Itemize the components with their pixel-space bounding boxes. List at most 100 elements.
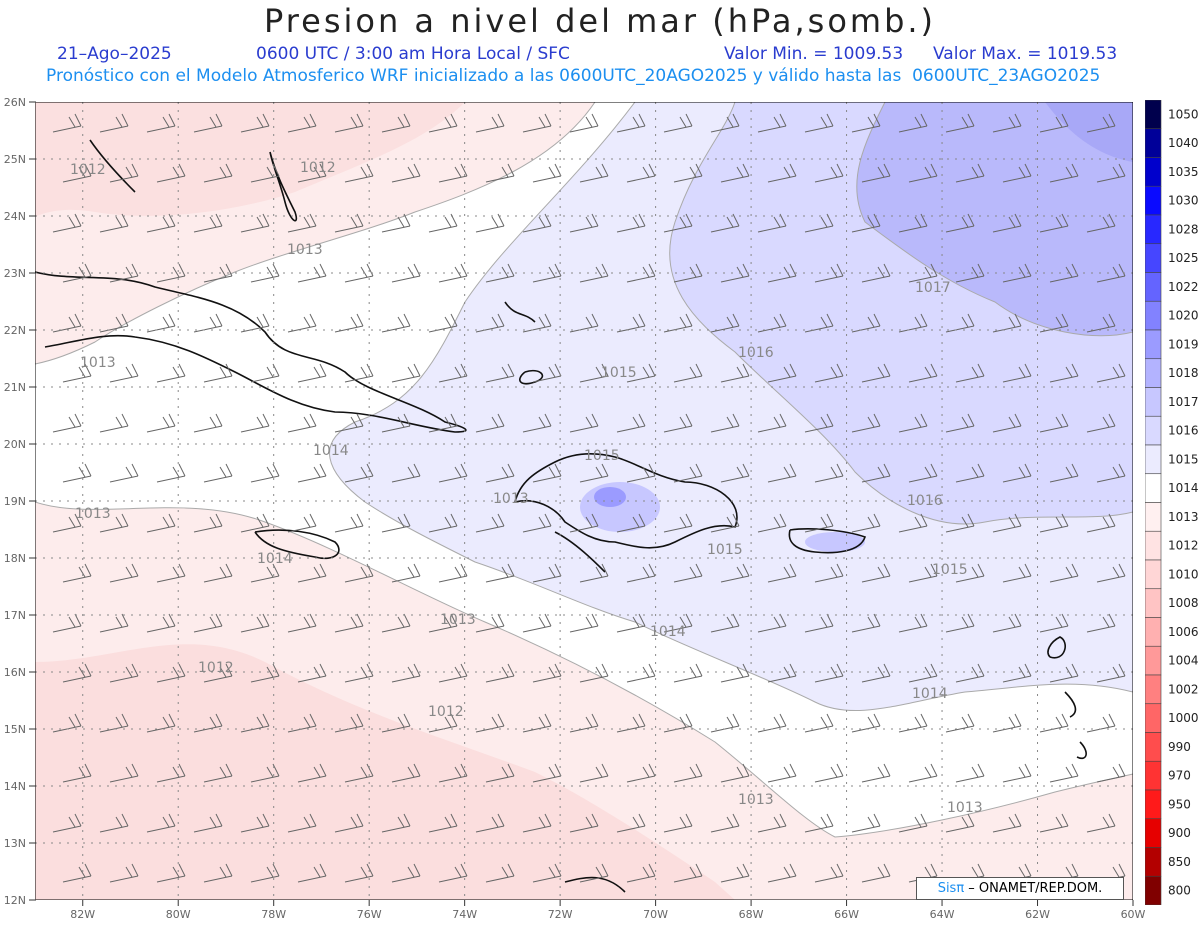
pressure-map: 1012 1012 1013 1013 1013 1014 1015 1016 … [35, 102, 1133, 900]
wind-barb [287, 713, 317, 733]
lat-tick-label: 13N [4, 837, 26, 850]
lon-tick-label: 70W [643, 908, 668, 921]
wind-barb [710, 213, 740, 233]
wind-barb [109, 163, 139, 183]
wind-barb [193, 313, 223, 333]
wind-barb [767, 863, 797, 883]
wind-barb [851, 813, 881, 833]
legend-label: 1022 [1168, 280, 1199, 294]
wind-barb [250, 863, 280, 883]
wind-barb [287, 613, 317, 633]
lat-tick-label: 25N [4, 153, 26, 166]
wind-barb [193, 513, 223, 533]
legend-label: 900 [1168, 826, 1191, 840]
wind-barb [297, 863, 327, 883]
wind-barb [438, 563, 468, 583]
lon-tick-label: 66W [834, 908, 859, 921]
wind-barb [767, 363, 797, 383]
field-1012-north [35, 102, 465, 217]
wind-barb [673, 163, 703, 183]
wind-barb [851, 313, 881, 333]
wind-barb [1086, 313, 1116, 333]
wind-barb [569, 313, 599, 333]
wind-barb [804, 613, 834, 633]
wind-barb [522, 713, 552, 733]
wind-barb [391, 463, 421, 483]
legend-swatch [1145, 473, 1162, 503]
wind-barb [250, 463, 280, 483]
wind-barb [428, 613, 458, 633]
wind-barb [908, 163, 938, 183]
wind-barb [814, 363, 844, 383]
wind-barb [992, 813, 1022, 833]
wind-barb [344, 263, 374, 283]
wind-barb [475, 313, 505, 333]
wind-barb [1039, 713, 1069, 733]
wind-barb [626, 563, 656, 583]
wind-barb [485, 463, 515, 483]
wind-barb [297, 363, 327, 383]
wind-barb [908, 463, 938, 483]
legend-swatch [1145, 760, 1162, 791]
lon-tick-label: 72W [548, 908, 573, 921]
legend-swatch [1145, 444, 1162, 475]
wind-barb [720, 863, 750, 883]
legend-label: 1012 [1168, 539, 1199, 553]
wind-barb [297, 263, 327, 283]
legend-swatch [1145, 818, 1162, 848]
wind-barb [579, 863, 609, 883]
wind-barb [146, 513, 176, 533]
wind-barb [62, 863, 92, 883]
legend-label: 1008 [1168, 596, 1199, 610]
wind-barb [203, 363, 233, 383]
wind-barb [344, 363, 374, 383]
legend-swatch [1145, 358, 1162, 388]
wind-barb [428, 813, 458, 833]
lat-tick-label: 21N [4, 381, 26, 394]
wind-barb [898, 313, 928, 333]
wind-barb [485, 763, 515, 783]
wind-barb [438, 663, 468, 683]
wind-barb [1086, 513, 1116, 533]
wind-barb [485, 563, 515, 583]
lat-tick-label: 12N [4, 894, 26, 907]
wind-barb [203, 463, 233, 483]
wind-barb [203, 263, 233, 283]
wind-barb [297, 563, 327, 583]
wind-barb [334, 113, 364, 133]
wind-barb [240, 613, 270, 633]
legend-swatch [1145, 588, 1162, 618]
wind-barb [710, 813, 740, 833]
contour-label: 1017 [915, 280, 951, 296]
brand-name: Sisπ [937, 881, 965, 896]
wind-barb [109, 863, 139, 883]
wind-barb [814, 563, 844, 583]
wind-barb [146, 313, 176, 333]
wind-barb [344, 563, 374, 583]
lat-tick-label: 22N [4, 324, 26, 337]
max-value: Valor Max. = 1019.53 [933, 44, 1118, 64]
lon-axis: 82W 80W 78W 76W 74W 72W 70W 68W 66W 64W 62W 60W [70, 900, 1145, 921]
wind-barb [250, 263, 280, 283]
legend-label: 1025 [1168, 251, 1199, 265]
lon-tick-label: 64W [930, 908, 955, 921]
wind-barb [663, 113, 693, 133]
wind-barb [720, 363, 750, 383]
wind-barb [569, 513, 599, 533]
wind-barb [391, 163, 421, 183]
wind-barb [438, 263, 468, 283]
wind-barb [193, 213, 223, 233]
wind-barb [381, 113, 411, 133]
wind-barb [240, 513, 270, 533]
wind-barb [569, 713, 599, 733]
credit-text: – ONAMET/REP.DOM. [964, 881, 1103, 896]
wind-barb [710, 113, 740, 133]
wind-barb [109, 563, 139, 583]
wind-barb [522, 513, 552, 533]
wind-barb [522, 113, 552, 133]
lat-tick-label: 17N [4, 609, 26, 622]
wind-barb [287, 813, 317, 833]
wind-barb [945, 313, 975, 333]
min-value: Valor Min. = 1009.53 [724, 44, 904, 64]
wind-barb [908, 363, 938, 383]
